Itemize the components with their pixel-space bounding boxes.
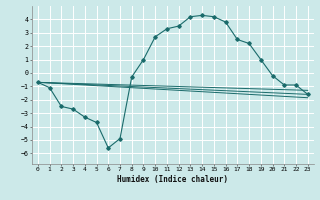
X-axis label: Humidex (Indice chaleur): Humidex (Indice chaleur)	[117, 175, 228, 184]
